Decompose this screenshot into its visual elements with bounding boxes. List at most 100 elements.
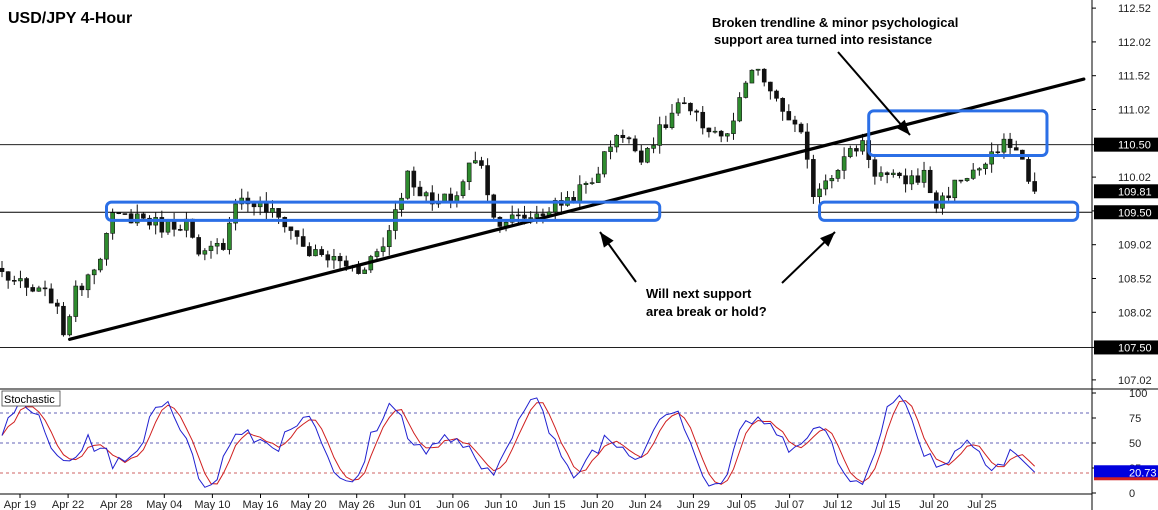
candle-body — [780, 98, 785, 112]
candle-body — [362, 269, 367, 274]
annotation-support-line1: Will next support — [646, 286, 752, 301]
candle-body — [829, 178, 835, 182]
candle-body — [466, 162, 472, 183]
candle-body — [196, 237, 202, 255]
time-tick-label: Jul 07 — [775, 499, 804, 510]
candle-body — [1013, 147, 1019, 151]
annotation-resistance: Broken trendline & minor psychological s… — [712, 15, 958, 47]
arrow-to-left-support-head — [600, 232, 614, 248]
candle-body — [30, 287, 36, 292]
candle-body — [952, 179, 958, 199]
candle-body — [331, 256, 337, 261]
current-price-tag-background — [1094, 184, 1158, 199]
candle-body — [405, 170, 410, 199]
candle-body — [67, 316, 72, 336]
candle-body — [528, 217, 533, 219]
candle-body — [934, 192, 939, 209]
candle-body — [964, 178, 970, 181]
level-tag-background — [1094, 205, 1158, 220]
candle-body — [42, 287, 48, 290]
price-tick-label: 111.02 — [1118, 105, 1150, 117]
candle-body — [620, 134, 626, 139]
stochastic-tick-label: 50 — [1129, 438, 1141, 450]
candle-body — [817, 188, 822, 198]
candle-body — [786, 111, 792, 121]
candle-body — [128, 213, 134, 224]
stochastic-panel — [0, 394, 1092, 488]
highlight-zone — [104, 200, 662, 222]
time-tick-label: Jul 05 — [727, 499, 756, 510]
candle-body — [411, 170, 417, 188]
candle-body — [712, 130, 718, 133]
candle-body — [860, 140, 865, 152]
candle-body — [1001, 138, 1007, 153]
candle-body — [337, 256, 343, 262]
candle-body — [614, 134, 619, 148]
candle-body — [669, 112, 675, 128]
price-tick-label: 108.52 — [1118, 273, 1152, 285]
candle-body — [233, 203, 238, 224]
time-tick-label: Jun 15 — [533, 499, 566, 510]
candle-body — [552, 200, 558, 213]
candle-body — [589, 182, 595, 184]
candle-body — [1032, 181, 1037, 192]
candle-body — [540, 213, 546, 217]
stochastic-signal-line — [1, 400, 1036, 485]
candle-body — [319, 249, 324, 255]
candle-body — [946, 195, 951, 199]
time-tick-label: Jul 12 — [823, 499, 852, 510]
candle-body — [977, 168, 982, 171]
level-tag-label: 107.50 — [1118, 342, 1152, 354]
candle-body — [110, 212, 115, 234]
candle-body — [116, 212, 122, 215]
time-tick-label: Jul 20 — [919, 499, 948, 510]
candle-body — [177, 229, 183, 231]
candle-body — [970, 169, 976, 179]
candle-body — [288, 226, 294, 231]
time-tick-label: Jun 10 — [484, 499, 517, 510]
candle-body — [202, 250, 208, 255]
candle-body — [798, 123, 804, 133]
candle-body — [1007, 138, 1013, 148]
candle-body — [343, 260, 349, 267]
candle-body — [847, 148, 853, 157]
candle-body — [104, 233, 109, 260]
candle-body — [208, 245, 214, 251]
candle-body — [608, 146, 613, 152]
candle-body — [651, 145, 656, 149]
stochastic-main-line — [1, 394, 1036, 488]
candle-body — [374, 251, 380, 257]
candle-body — [18, 278, 23, 282]
candle-body — [755, 68, 761, 71]
time-tick-label: Jun 29 — [677, 499, 710, 510]
candle-body — [307, 246, 312, 257]
candle-body — [682, 102, 687, 105]
time-tick-label: Jul 25 — [967, 499, 996, 510]
candle-body — [55, 302, 60, 307]
candle-body — [768, 81, 773, 92]
stochastic-tick-label: 75 — [1129, 413, 1141, 425]
candle-body — [98, 258, 103, 271]
time-tick-label: May 04 — [146, 499, 182, 510]
candle-body — [577, 184, 583, 202]
candle-body — [909, 175, 915, 185]
candle-body — [24, 278, 29, 288]
candle-body — [442, 193, 447, 202]
time-tick-label: Jun 24 — [629, 499, 662, 510]
candle-body — [890, 172, 896, 175]
stochastic-value-tag-label: 20.73 — [1129, 467, 1157, 479]
candle-body — [958, 179, 964, 182]
candle-body — [872, 159, 878, 177]
candle-body — [380, 246, 386, 252]
candle-body — [571, 197, 576, 202]
candle-body — [632, 138, 638, 152]
candle-body — [165, 220, 171, 233]
time-tick-label: Jun 01 — [388, 499, 421, 510]
candle-body — [227, 222, 232, 250]
highlight-zone — [867, 109, 1049, 157]
candle-body — [460, 181, 466, 196]
candle-body — [214, 242, 220, 247]
candle-body — [159, 217, 165, 233]
price-tick-label: 107.02 — [1118, 375, 1152, 387]
candle-body — [657, 124, 663, 146]
